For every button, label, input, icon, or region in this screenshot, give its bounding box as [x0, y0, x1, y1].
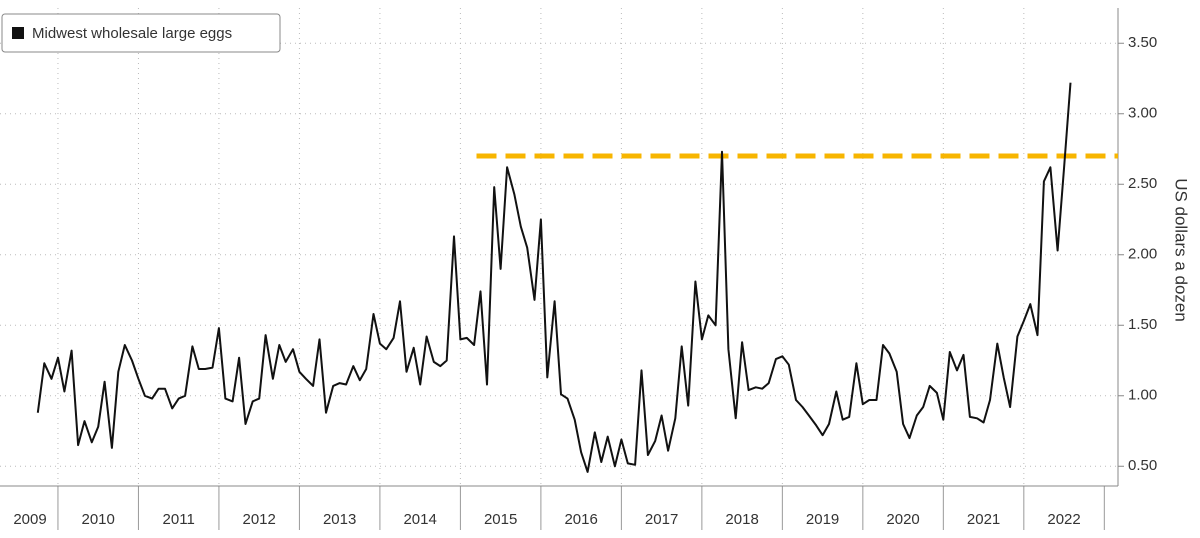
x-tick-label: 2021	[967, 511, 1000, 528]
x-tick-label: 2022	[1047, 511, 1080, 528]
y-tick-label: 1.50	[1128, 316, 1157, 333]
legend-box	[1, 13, 281, 53]
legend: Midwest wholesale large eggs	[1, 13, 281, 53]
x-tick-label: 2020	[886, 511, 919, 528]
y-tick-label: 1.00	[1128, 387, 1157, 404]
x-tick-label: 2013	[323, 511, 356, 528]
x-tick-label: 2016	[564, 511, 597, 528]
data-line	[36, 82, 1072, 473]
legend-swatch	[12, 27, 24, 39]
x-tick-label: 2012	[242, 511, 275, 528]
x-tick-label: 2015	[484, 511, 517, 528]
x-tick-label: 2011	[163, 511, 195, 528]
legend-label: Midwest wholesale large eggs	[32, 25, 232, 42]
x-tick-label: 2019	[806, 511, 839, 528]
x-tick-label: 2010	[82, 511, 115, 528]
y-tick-label: 2.50	[1128, 175, 1157, 192]
y-tick-label: 2.00	[1128, 246, 1157, 263]
x-tick-label: 2014	[403, 511, 436, 528]
x-tick-label: 2017	[645, 511, 678, 528]
x-tick-label: 2018	[725, 511, 758, 528]
y-axis-label: US dollars a dozen	[1172, 178, 1191, 322]
y-tick-label: 3.00	[1128, 105, 1157, 122]
y-tick-label: 0.50	[1128, 457, 1157, 474]
y-tick-label: 3.50	[1128, 34, 1157, 51]
x-tick-label: 2009	[13, 511, 46, 528]
